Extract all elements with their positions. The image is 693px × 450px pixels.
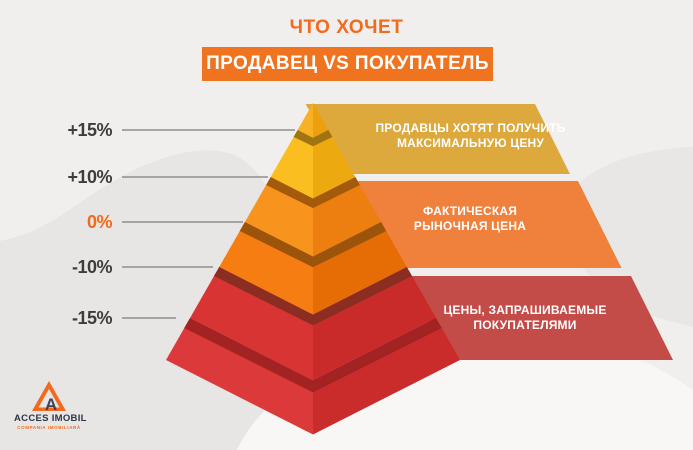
svg-text:A: A [45,395,57,411]
band-buyer-prices [404,276,673,360]
pyramid-tier-gap-1 [293,130,333,147]
scale-label-zero: 0% [86,212,113,232]
logo-a-mark-icon: A [32,381,66,411]
pyramid-tier-1-tip-left-face [297,103,313,138]
pyramid-tier-6-base-right-face [313,318,460,435]
band-label-buyers: ЦЕНЫ, ЗАПРАШИВАЕМЫЕ ПОКУПАТЕЛЯМИ [425,303,625,333]
band-label-line: ПОКУПАТЕЛЯМИ [473,318,577,332]
band-label-sellers: ПРОДАВЦЫ ХОТЯТ ПОЛУЧИТЬ МАКСИМАЛЬНУЮ ЦЕН… [363,121,578,151]
band-label-line: ФАКТИЧЕСКАЯ [422,204,518,218]
scale-tick-line [122,129,295,131]
pyramid-tier-5-left-face [190,267,313,381]
scale-label-minus10: -10% [71,257,113,277]
logo-name: ACCES IMOBIL [14,413,87,424]
pyramid-tier-1-tip-right-face [313,103,329,138]
band-label-line: МАКСИМАЛЬНУЮ ЦЕНУ [396,136,545,150]
pyramid-tier-2-left-face [270,130,313,199]
scale-tick-line [122,221,243,223]
band-label-line: ПРОДАВЦЫ ХОТЯТ ПОЛУЧИТЬ [375,121,566,135]
title-banner-text: ПРОДАВЕЦ VS ПОКУПАТЕЛЬ [206,53,489,74]
band-label-market-price: ФАКТИЧЕСКАЯ РЫНОЧНАЯ ЦЕНА [370,204,570,234]
scale-tick-line [122,176,268,178]
pyramid-tier-gap-3 [239,222,387,268]
band-actual-market-price [349,181,622,268]
pyramid-tier-6-base-left-face [166,318,313,435]
scale-label-minus15: -15% [71,308,113,328]
band-label-line: ЦЕНЫ, ЗАПРАШИВАЕМЫЕ [443,303,607,317]
logo-tagline: COMPANIA IMOBILIARĂ [17,425,81,430]
page-title: ЧТО ХОЧЕТ [289,17,404,38]
scale-tick-line [122,317,176,319]
band-sellers-max-price [305,104,570,174]
pyramid-tier-gap-2 [266,177,360,209]
scale-label-plus15: +15% [67,120,112,140]
pyramid-tier-2-right-face [313,130,356,199]
scale-label-plus10: +10% [67,167,112,187]
title-banner: ПРОДАВЕЦ VS ПОКУПАТЕЛЬ [202,47,493,81]
band-label-line: РЫНОЧНАЯ ЦЕНА [413,219,527,233]
company-logo: A ACCES IMOBIL COMPANIA IMOBILIARĂ [14,381,87,430]
pyramid-tier-5-right-face [313,267,436,381]
scale-tick-line [122,266,213,268]
